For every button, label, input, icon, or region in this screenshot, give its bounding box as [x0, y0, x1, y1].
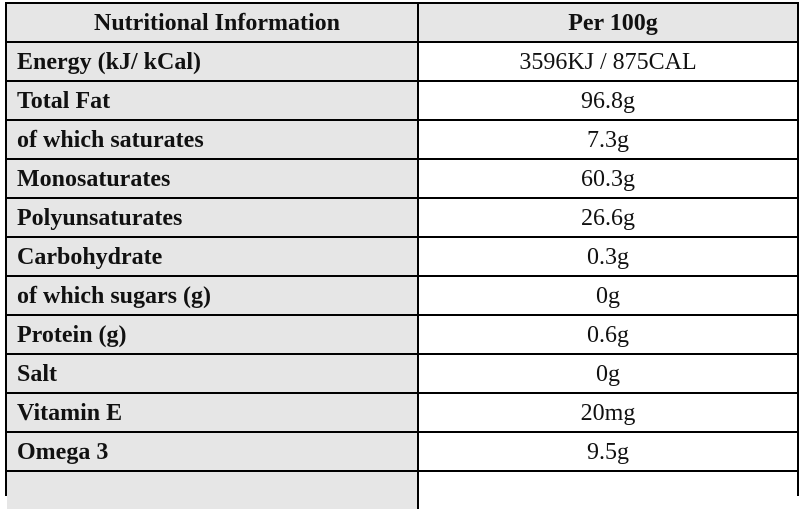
row-label-carbohydrate: Carbohydrate — [7, 236, 419, 277]
table-row: Carbohydrate 0.3g — [7, 236, 797, 277]
row-label-sugars: of which sugars (g) — [7, 275, 419, 316]
nutrition-table-container: Nutritional Information Per 100g Energy … — [5, 2, 799, 509]
row-value-vitamin-e: 20mg — [417, 392, 797, 433]
table-row-empty — [7, 470, 797, 509]
table-row: of which saturates 7.3g — [7, 119, 797, 160]
header-label-cell: Nutritional Information — [7, 4, 419, 43]
row-label-omega-3: Omega 3 — [7, 431, 419, 472]
row-value-protein: 0.6g — [417, 314, 797, 355]
header-value-cell: Per 100g — [417, 4, 797, 43]
row-value-energy: 3596KJ / 875CAL — [417, 41, 797, 82]
row-value-polyunsaturates: 26.6g — [417, 197, 797, 238]
row-label-energy: Energy (kJ/ kCal) — [7, 41, 419, 82]
row-value-carbohydrate: 0.3g — [417, 236, 797, 277]
row-label-polyunsaturates: Polyunsaturates — [7, 197, 419, 238]
row-label-empty — [7, 470, 419, 509]
row-value-empty — [417, 470, 797, 509]
table-row: of which sugars (g) 0g — [7, 275, 797, 316]
row-label-salt: Salt — [7, 353, 419, 394]
table-row: Energy (kJ/ kCal) 3596KJ / 875CAL — [7, 41, 797, 82]
table-row: Salt 0g — [7, 353, 797, 394]
row-value-omega-3: 9.5g — [417, 431, 797, 472]
table-row: Vitamin E 20mg — [7, 392, 797, 433]
table-row: Protein (g) 0.6g — [7, 314, 797, 355]
row-label-saturates: of which saturates — [7, 119, 419, 160]
row-value-sugars: 0g — [417, 275, 797, 316]
row-label-protein: Protein (g) — [7, 314, 419, 355]
table-row: Monosaturates 60.3g — [7, 158, 797, 199]
row-label-monosaturates: Monosaturates — [7, 158, 419, 199]
row-value-total-fat: 96.8g — [417, 80, 797, 121]
row-label-vitamin-e: Vitamin E — [7, 392, 419, 433]
table-header-row: Nutritional Information Per 100g — [7, 4, 797, 43]
row-value-monosaturates: 60.3g — [417, 158, 797, 199]
table-row: Omega 3 9.5g — [7, 431, 797, 472]
row-value-saturates: 7.3g — [417, 119, 797, 160]
table-row: Total Fat 96.8g — [7, 80, 797, 121]
nutrition-table: Nutritional Information Per 100g Energy … — [7, 4, 797, 509]
row-label-total-fat: Total Fat — [7, 80, 419, 121]
row-value-salt: 0g — [417, 353, 797, 394]
table-row: Polyunsaturates 26.6g — [7, 197, 797, 238]
